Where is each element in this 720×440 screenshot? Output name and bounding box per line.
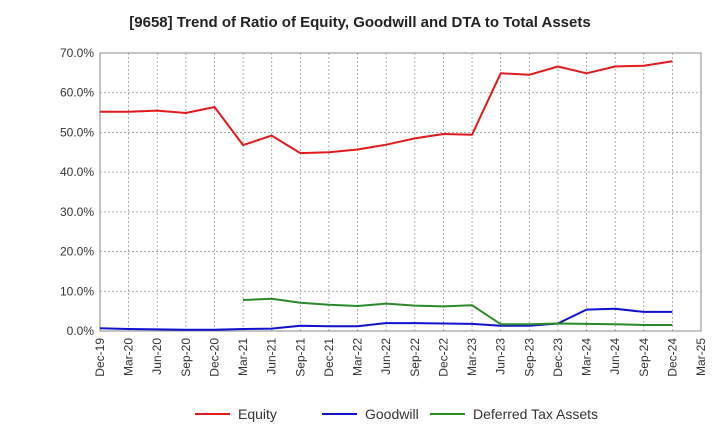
x-tick-label: Mar-22 — [351, 338, 365, 376]
y-tick-label: 10.0% — [60, 284, 94, 298]
x-tick-label: Sep-20 — [179, 338, 193, 377]
x-tick-label: Dec-23 — [551, 338, 565, 377]
plot-area — [99, 52, 702, 332]
legend-label: Deferred Tax Assets — [473, 406, 598, 422]
x-tick-label: Dec-20 — [207, 338, 221, 377]
x-tick-label: Sep-22 — [408, 338, 422, 377]
x-tick-label: Mar-25 — [694, 338, 708, 376]
x-tick-label: Dec-21 — [322, 338, 336, 377]
x-tick-label: Mar-23 — [465, 338, 479, 376]
y-tick-label: 30.0% — [60, 205, 94, 219]
y-tick-label: 40.0% — [60, 165, 94, 179]
legend: Equity Goodwill Deferred Tax Assets — [195, 406, 598, 422]
chart-title: [9658] Trend of Ratio of Equity, Goodwil… — [129, 14, 591, 31]
y-tick-label: 0.0% — [67, 324, 95, 338]
x-tick-label: Jun-20 — [150, 338, 164, 375]
x-tick-label: Dec-19 — [93, 338, 107, 377]
grid-lines — [100, 53, 701, 331]
x-tick-label: Jun-21 — [265, 338, 279, 375]
x-tick-label: Jun-24 — [608, 338, 622, 375]
series-line-deferred-tax-assets — [243, 297, 673, 326]
legend-label: Goodwill — [365, 406, 419, 422]
x-tick-label: Mar-24 — [580, 338, 594, 376]
x-tick-label: Dec-22 — [436, 338, 450, 377]
x-tick-label: Jun-22 — [379, 338, 393, 375]
x-tick-label: Sep-21 — [293, 338, 307, 377]
series-line-equity — [100, 60, 673, 155]
x-tick-label: Mar-20 — [122, 338, 136, 376]
x-tick-label: Mar-21 — [236, 338, 250, 376]
y-tick-label: 20.0% — [60, 245, 94, 259]
series-lines — [99, 60, 673, 331]
y-axis-tick-labels: 0.0% 10.0% 20.0% 30.0% 40.0% 50.0% 60.0% 70.0% — [60, 46, 94, 338]
series-line-goodwill — [99, 307, 673, 331]
y-tick-label: 60.0% — [60, 86, 94, 100]
x-axis-tick-labels: Dec-19 Mar-20 Jun-20 Sep-20 Dec-20 Mar-21 Jun-… — [93, 338, 708, 377]
y-tick-label: 50.0% — [60, 125, 94, 139]
x-tick-label: Jun-23 — [494, 338, 508, 375]
legend-label: Equity — [238, 406, 277, 422]
y-tick-label: 70.0% — [60, 46, 94, 60]
x-tick-label: Dec-24 — [665, 338, 679, 377]
x-tick-label: Sep-24 — [637, 338, 651, 377]
x-tick-label: Sep-23 — [522, 338, 536, 377]
